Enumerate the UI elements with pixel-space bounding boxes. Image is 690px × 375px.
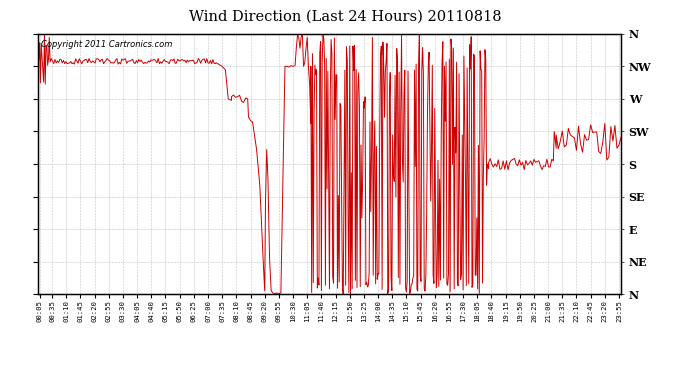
Text: Wind Direction (Last 24 Hours) 20110818: Wind Direction (Last 24 Hours) 20110818 xyxy=(188,9,502,23)
Text: Copyright 2011 Cartronics.com: Copyright 2011 Cartronics.com xyxy=(41,40,172,49)
